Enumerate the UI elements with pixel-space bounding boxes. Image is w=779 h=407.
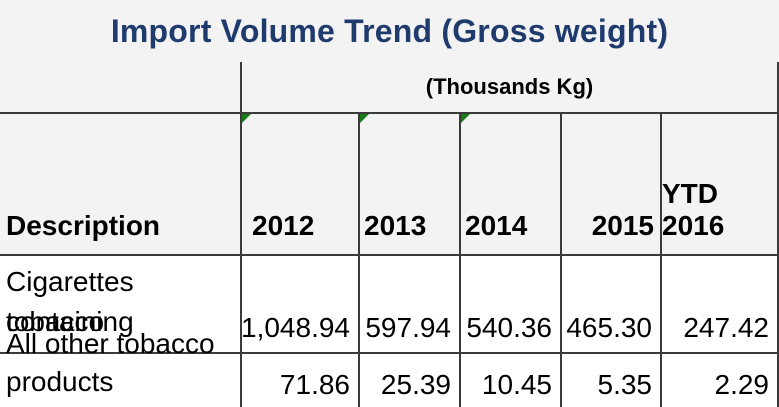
header-ytd2016[interactable]: YTD 2016 xyxy=(662,114,779,256)
row2-description[interactable]: All other tobacco products xyxy=(0,328,242,407)
row2-2015[interactable]: 5.35 xyxy=(562,354,662,407)
row1-ytd2016-value: 247.42 xyxy=(683,312,769,343)
header-2014-label: 2014 xyxy=(465,210,528,241)
row1-2014[interactable]: 540.36 xyxy=(461,256,562,354)
header-ytd2016-label: YTD 2016 xyxy=(662,178,725,241)
units-cell[interactable]: (Thousands Kg) xyxy=(242,62,779,114)
row2-2012-value: 71.86 xyxy=(279,369,350,400)
cell-indicator-icon xyxy=(242,114,251,123)
row1-2014-value: 540.36 xyxy=(466,312,552,343)
row1-2012[interactable]: 1,048.94 xyxy=(241,256,360,354)
units-blank-cell[interactable] xyxy=(0,62,242,114)
row2-2013[interactable]: 25.39 xyxy=(360,354,461,407)
header-2013[interactable]: 2013 xyxy=(360,114,461,256)
row1-2013[interactable]: 597.94 xyxy=(360,256,461,354)
row1-2015[interactable]: 465.30 xyxy=(562,256,662,354)
data-table: (Thousands Kg) Description 2012 2013 201… xyxy=(0,62,779,407)
row2-2012[interactable]: 71.86 xyxy=(242,354,360,407)
header-2015-label: 2015 xyxy=(591,210,654,241)
row1-2013-value: 597.94 xyxy=(365,312,451,343)
row1-2012-value: 1,048.94 xyxy=(241,312,350,343)
row2-2013-value: 25.39 xyxy=(380,369,451,400)
row1-description-line1: Cigarettes containing xyxy=(6,266,134,337)
table-title: Import Volume Trend (Gross weight) xyxy=(110,12,669,49)
cell-indicator-icon xyxy=(461,114,470,123)
row2-ytd2016-value: 2.29 xyxy=(714,369,770,400)
row2-ytd2016[interactable]: 2.29 xyxy=(662,354,779,407)
header-description[interactable]: Description xyxy=(0,114,242,256)
row1-2015-value: 465.30 xyxy=(566,312,652,343)
header-description-label: Description xyxy=(6,210,161,241)
header-2013-label: 2013 xyxy=(364,210,427,241)
row2-description-line1: All other tobacco xyxy=(6,328,215,359)
row1-description-line2: tobacco xyxy=(6,306,105,337)
row2-2015-value: 5.35 xyxy=(597,369,653,400)
header-2015[interactable]: 2015 xyxy=(562,114,662,256)
cell-indicator-icon xyxy=(360,114,369,123)
row2-2014-value: 10.45 xyxy=(481,369,552,400)
units-label: (Thousands Kg) xyxy=(425,74,594,99)
header-2014[interactable]: 2014 xyxy=(461,114,562,256)
row2-description-line2: products xyxy=(6,366,114,397)
header-2012[interactable]: 2012 xyxy=(242,114,360,256)
row1-ytd2016[interactable]: 247.42 xyxy=(662,256,779,354)
header-2012-label: 2012 xyxy=(252,210,315,241)
row2-2014[interactable]: 10.45 xyxy=(461,354,562,407)
title-row: Import Volume Trend (Gross weight) xyxy=(0,0,779,64)
row1-description[interactable]: Cigarettes containing tobacco xyxy=(0,256,242,354)
